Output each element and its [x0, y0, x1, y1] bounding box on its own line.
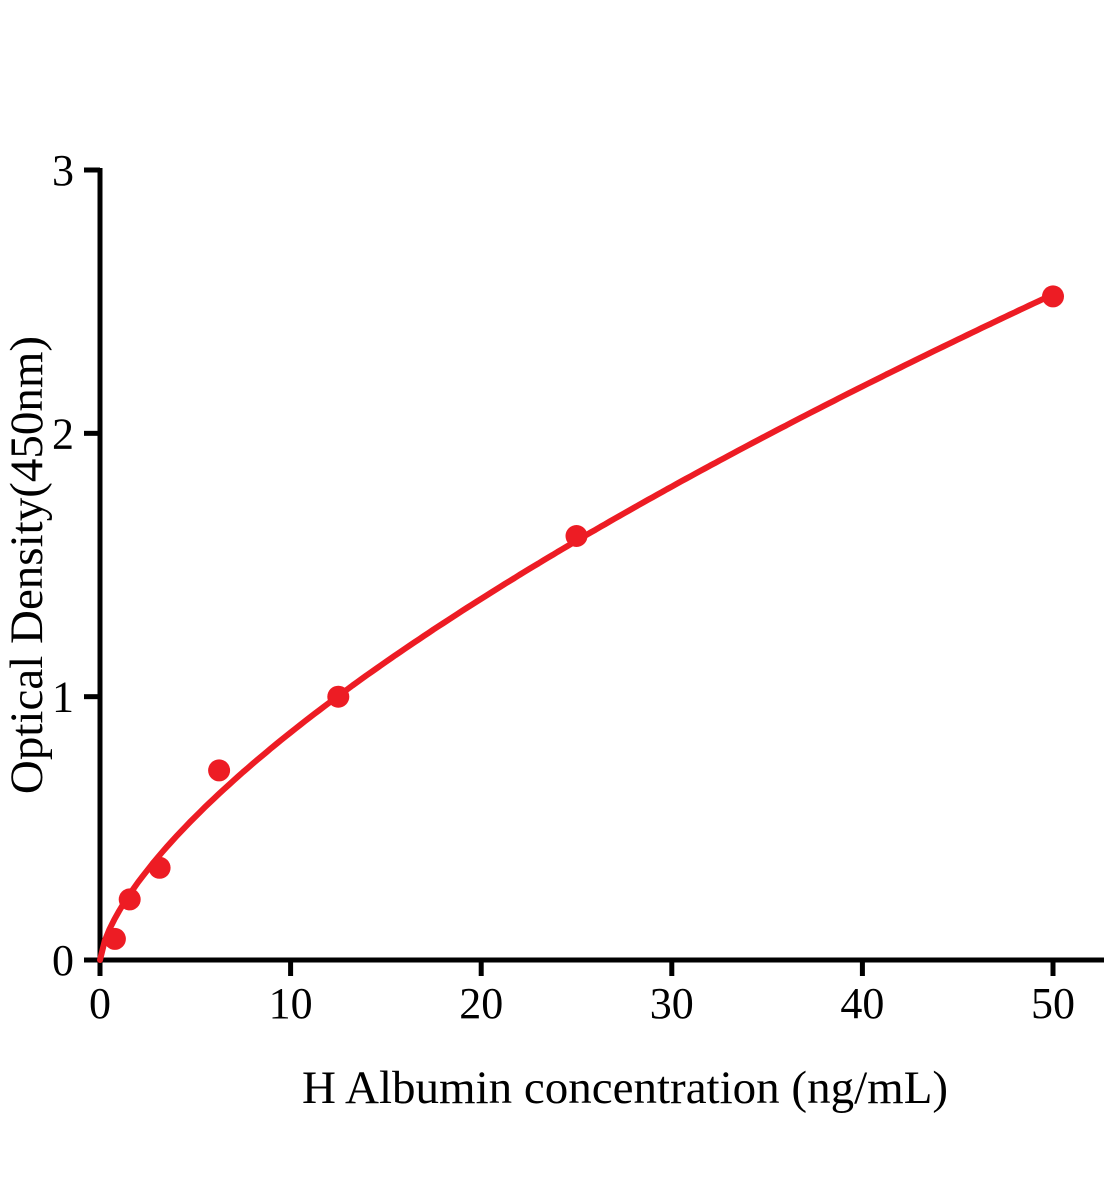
data-point	[208, 759, 231, 782]
x-axis-title: H Albumin concentration (ng/mL)	[302, 1062, 948, 1114]
data-point	[565, 525, 588, 547]
data-points	[103, 285, 1064, 950]
y-tick-label: 2	[52, 409, 74, 458]
y-axis-ticks: 0 1 2 3	[52, 146, 100, 985]
data-point	[103, 927, 126, 950]
data-point	[1042, 285, 1064, 308]
y-tick-label: 1	[52, 673, 74, 722]
x-tick-label: 20	[459, 979, 503, 1028]
data-point	[148, 856, 171, 879]
x-tick-label: 10	[269, 979, 313, 1028]
x-tick-label: 30	[650, 979, 694, 1028]
axes	[84, 168, 1104, 963]
fit-curve-line	[97, 291, 1056, 963]
y-axis-title: Optical Density(450nm)	[1, 336, 53, 794]
x-tick-label: 0	[89, 979, 111, 1028]
data-point	[327, 685, 350, 708]
x-tick-label: 40	[840, 979, 884, 1028]
x-tick-label: 50	[1031, 979, 1075, 1028]
data-point	[118, 888, 141, 911]
y-tick-label: 0	[52, 936, 74, 985]
y-tick-label: 3	[52, 146, 74, 195]
x-axis-ticks: 0 10 20 30 40 50	[89, 960, 1075, 1028]
